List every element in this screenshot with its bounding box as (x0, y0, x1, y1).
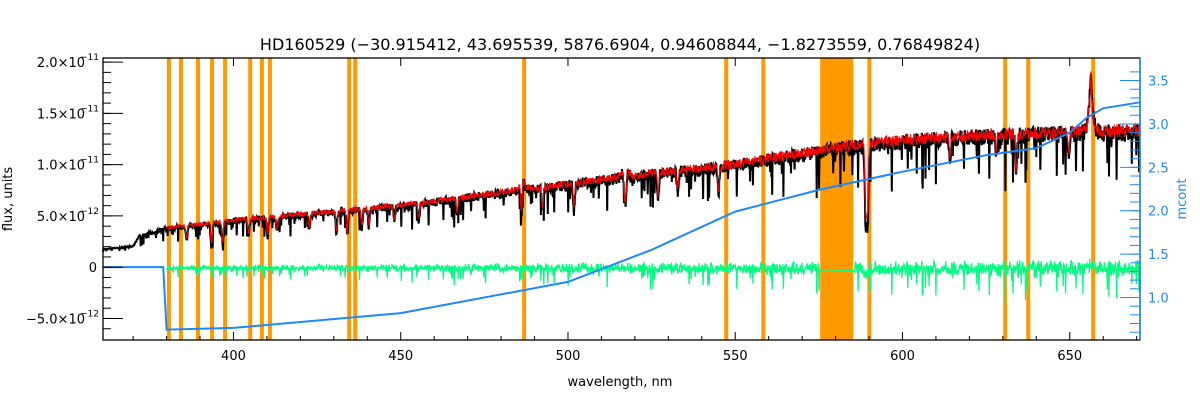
y-axis-label: flux, units (1, 167, 16, 232)
y-tick-exponent: −11 (80, 53, 99, 63)
masked-line (166, 58, 171, 340)
y-tick-exponent: −11 (80, 156, 99, 166)
masked-line (196, 58, 201, 340)
y2-tick-label: 2.5 (1148, 161, 1169, 176)
masked-line (223, 58, 228, 340)
masked-line (267, 58, 272, 340)
series-layer (102, 71, 1141, 331)
y-tick-exponent: −12 (80, 309, 99, 319)
mask-layer (166, 58, 1096, 340)
axes-layer: 400 450 500 550 600 650−5.0×10−1205.0×10−121.… (26, 53, 1169, 364)
masked-line (1003, 58, 1008, 340)
x-tick-label: 650 (1057, 349, 1082, 364)
masked-line (178, 58, 183, 340)
y-tick-label: 2.0×10 (37, 56, 85, 71)
y-tick-label: 5.0×10 (37, 210, 85, 225)
observed-flux-line (102, 73, 1141, 253)
y-tick-label: 1.5×10 (37, 107, 85, 122)
y2-tick-label: 2.0 (1148, 205, 1169, 220)
x-tick-label: 400 (221, 349, 246, 364)
masked-line (724, 58, 729, 340)
model-flux-line (166, 71, 1141, 244)
y2-tick-label: 3.5 (1148, 75, 1169, 90)
masked-line (353, 58, 358, 340)
y-tick-label: −5.0×10 (26, 312, 85, 327)
masked-line (522, 58, 527, 340)
x-tick-label: 500 (556, 349, 581, 364)
masked-line (259, 58, 264, 340)
y-tick-exponent: −12 (80, 207, 99, 217)
masked-line (347, 58, 352, 340)
y-tick-exponent: −11 (80, 104, 99, 114)
masked-line (210, 58, 215, 340)
x-tick-label: 450 (388, 349, 413, 364)
masked-line (248, 58, 253, 340)
mcont-line (103, 101, 1141, 331)
plot-frame (102, 57, 1141, 341)
masked-line (1091, 58, 1096, 340)
chart-title: HD160529 (−30.915412, 43.695539, 5876.69… (260, 35, 980, 54)
x-tick-label: 600 (890, 349, 915, 364)
y2-axis-label: mcont (1175, 178, 1190, 219)
x-tick-label: 550 (723, 349, 748, 364)
x-axis-label: wavelength, nm (568, 375, 673, 390)
y-tick-label: 1.0×10 (37, 159, 85, 174)
y2-tick-label: 1.5 (1148, 248, 1169, 263)
y2-tick-label: 1.0 (1148, 291, 1169, 306)
masked-band (820, 58, 854, 340)
residual-line (166, 258, 1141, 304)
y-tick-label: 0 (89, 261, 97, 276)
masked-line (1026, 58, 1031, 340)
masked-line (761, 58, 766, 340)
y2-tick-label: 3.0 (1148, 118, 1169, 133)
